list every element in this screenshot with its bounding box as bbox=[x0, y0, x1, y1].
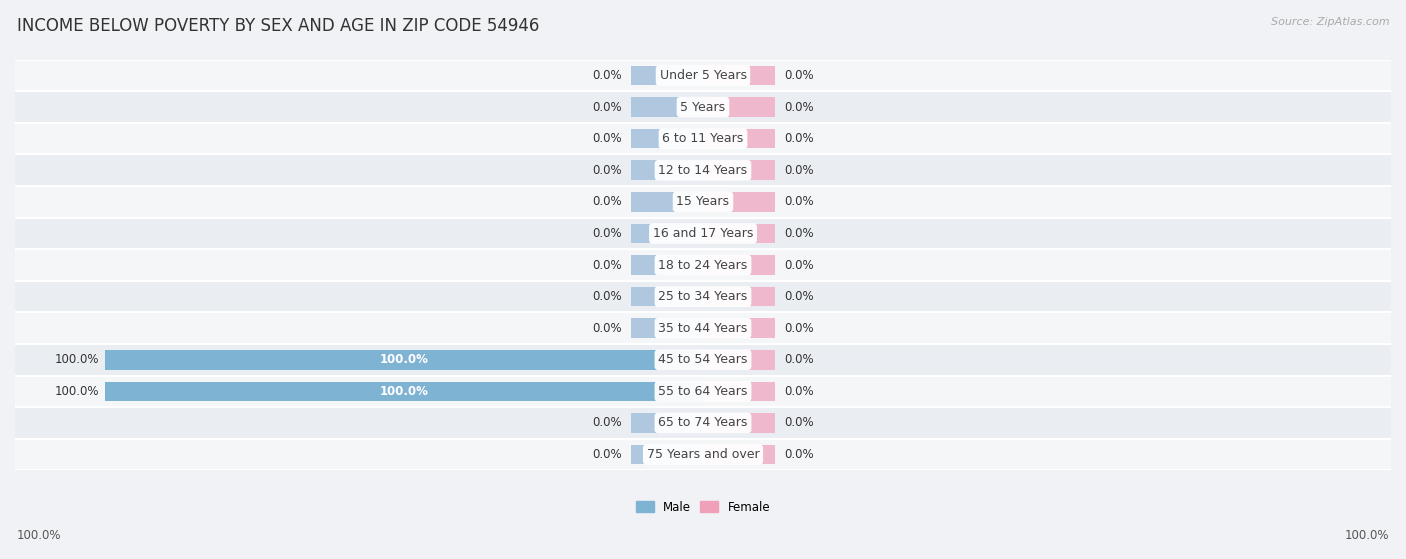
Text: 0.0%: 0.0% bbox=[783, 353, 814, 366]
Bar bbox=[703, 129, 775, 149]
Text: 100.0%: 100.0% bbox=[55, 353, 98, 366]
Bar bbox=[15, 60, 1391, 91]
Bar bbox=[631, 445, 703, 465]
Text: 0.0%: 0.0% bbox=[592, 227, 623, 240]
Bar bbox=[104, 350, 703, 369]
Text: 0.0%: 0.0% bbox=[783, 385, 814, 398]
Bar bbox=[15, 376, 1391, 407]
Bar bbox=[15, 91, 1391, 123]
Text: 15 Years: 15 Years bbox=[676, 195, 730, 209]
Text: 25 to 34 Years: 25 to 34 Years bbox=[658, 290, 748, 303]
Text: 5 Years: 5 Years bbox=[681, 101, 725, 113]
Text: 100.0%: 100.0% bbox=[380, 385, 429, 398]
Text: 100.0%: 100.0% bbox=[1344, 529, 1389, 542]
Text: 0.0%: 0.0% bbox=[783, 290, 814, 303]
Text: 65 to 74 Years: 65 to 74 Years bbox=[658, 416, 748, 429]
Bar bbox=[703, 160, 775, 180]
Text: 0.0%: 0.0% bbox=[592, 290, 623, 303]
Text: 0.0%: 0.0% bbox=[783, 448, 814, 461]
Text: Source: ZipAtlas.com: Source: ZipAtlas.com bbox=[1271, 17, 1389, 27]
Text: 6 to 11 Years: 6 to 11 Years bbox=[662, 132, 744, 145]
Text: 0.0%: 0.0% bbox=[783, 69, 814, 82]
Bar bbox=[703, 319, 775, 338]
Text: 0.0%: 0.0% bbox=[592, 164, 623, 177]
Bar bbox=[631, 129, 703, 149]
Text: Under 5 Years: Under 5 Years bbox=[659, 69, 747, 82]
Text: 100.0%: 100.0% bbox=[55, 385, 98, 398]
Text: 0.0%: 0.0% bbox=[592, 448, 623, 461]
Text: 0.0%: 0.0% bbox=[783, 258, 814, 272]
Bar bbox=[631, 224, 703, 243]
Bar bbox=[631, 160, 703, 180]
Text: 0.0%: 0.0% bbox=[783, 321, 814, 335]
Text: 0.0%: 0.0% bbox=[592, 69, 623, 82]
Bar bbox=[631, 382, 703, 401]
Bar bbox=[703, 224, 775, 243]
Bar bbox=[15, 123, 1391, 154]
Bar bbox=[703, 382, 775, 401]
Text: 0.0%: 0.0% bbox=[783, 416, 814, 429]
Legend: Male, Female: Male, Female bbox=[636, 501, 770, 514]
Text: 0.0%: 0.0% bbox=[783, 195, 814, 209]
Bar bbox=[15, 186, 1391, 217]
Text: 75 Years and over: 75 Years and over bbox=[647, 448, 759, 461]
Bar bbox=[15, 281, 1391, 312]
Text: 35 to 44 Years: 35 to 44 Years bbox=[658, 321, 748, 335]
Bar bbox=[703, 255, 775, 275]
Text: 16 and 17 Years: 16 and 17 Years bbox=[652, 227, 754, 240]
Bar bbox=[703, 413, 775, 433]
Bar bbox=[703, 350, 775, 369]
Bar bbox=[631, 287, 703, 306]
Text: 0.0%: 0.0% bbox=[783, 132, 814, 145]
Bar bbox=[703, 445, 775, 465]
Bar bbox=[631, 255, 703, 275]
Text: 100.0%: 100.0% bbox=[380, 353, 429, 366]
Text: 0.0%: 0.0% bbox=[592, 321, 623, 335]
Text: 12 to 14 Years: 12 to 14 Years bbox=[658, 164, 748, 177]
Bar bbox=[15, 344, 1391, 376]
Bar bbox=[15, 217, 1391, 249]
Bar bbox=[15, 154, 1391, 186]
Bar bbox=[15, 312, 1391, 344]
Bar bbox=[631, 97, 703, 117]
Bar bbox=[703, 97, 775, 117]
Bar bbox=[631, 192, 703, 212]
Text: 0.0%: 0.0% bbox=[592, 101, 623, 113]
Text: INCOME BELOW POVERTY BY SEX AND AGE IN ZIP CODE 54946: INCOME BELOW POVERTY BY SEX AND AGE IN Z… bbox=[17, 17, 540, 35]
Bar bbox=[703, 287, 775, 306]
Text: 55 to 64 Years: 55 to 64 Years bbox=[658, 385, 748, 398]
Bar bbox=[631, 350, 703, 369]
Bar bbox=[15, 407, 1391, 439]
Text: 0.0%: 0.0% bbox=[592, 195, 623, 209]
Text: 0.0%: 0.0% bbox=[783, 227, 814, 240]
Bar bbox=[703, 192, 775, 212]
Text: 0.0%: 0.0% bbox=[592, 258, 623, 272]
Bar bbox=[703, 66, 775, 86]
Bar bbox=[631, 66, 703, 86]
Text: 45 to 54 Years: 45 to 54 Years bbox=[658, 353, 748, 366]
Text: 100.0%: 100.0% bbox=[17, 529, 62, 542]
Bar bbox=[631, 413, 703, 433]
Bar bbox=[15, 439, 1391, 470]
Text: 18 to 24 Years: 18 to 24 Years bbox=[658, 258, 748, 272]
Text: 0.0%: 0.0% bbox=[592, 416, 623, 429]
Text: 0.0%: 0.0% bbox=[783, 164, 814, 177]
Bar bbox=[631, 319, 703, 338]
Text: 0.0%: 0.0% bbox=[592, 132, 623, 145]
Bar bbox=[15, 249, 1391, 281]
Text: 0.0%: 0.0% bbox=[783, 101, 814, 113]
Bar bbox=[104, 382, 703, 401]
